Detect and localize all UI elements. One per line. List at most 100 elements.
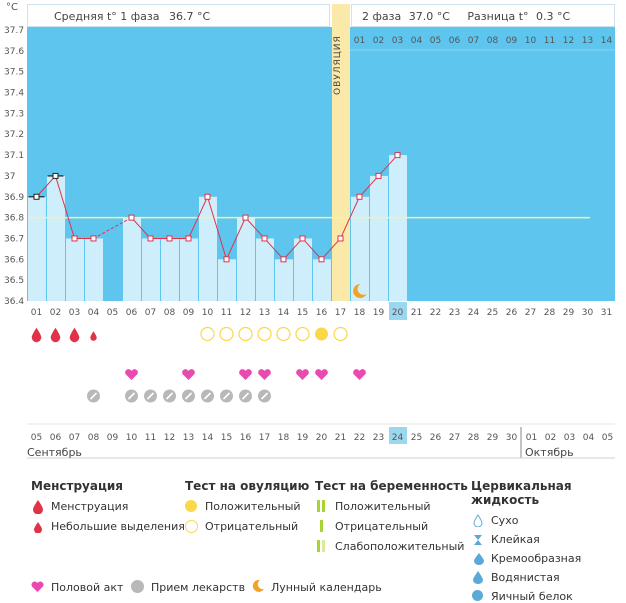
temp-bar: [218, 259, 236, 301]
temp-bar: [351, 196, 369, 301]
temp-bar: [199, 196, 217, 301]
date-label: 24: [392, 433, 404, 443]
unit-label: °C: [6, 2, 18, 13]
legend-light-label: Небольшие выделения: [51, 520, 185, 533]
moon-icon: [252, 579, 264, 592]
temp-point: [356, 193, 363, 200]
y-tick-label: 36.9: [4, 193, 24, 203]
temp-point: [71, 235, 78, 242]
cycle-day-label: 21: [411, 308, 422, 318]
legend-menstruation-label: Менструация: [51, 500, 129, 513]
legend-cerv-dry-item: Сухо: [471, 514, 626, 527]
date-label: 03: [564, 433, 575, 443]
bbt-chart: 37.7 37.6 37.5 37.4 37.3 37.2 37.1 37 36.9 36.8 36…: [4, 4, 615, 459]
temp-bar: [256, 238, 274, 301]
date-label: 21: [335, 433, 346, 443]
month-right: Октябрь: [525, 446, 574, 459]
preg-line-2-icon: [322, 500, 325, 512]
temp-line-segment: [283, 238, 303, 260]
temp-line-segment: [245, 217, 265, 239]
temp-point: [280, 256, 287, 263]
cycle-day-label: 20: [392, 308, 404, 318]
cycle-day-label: 04: [88, 308, 100, 318]
legend-preg-weak-label: Слабоположительный: [335, 540, 465, 553]
menstruation-drop-icon: [50, 327, 61, 343]
legend-cerv-dry-label: Сухо: [491, 514, 519, 527]
date-label: 14: [202, 433, 214, 443]
legend-menstruation-item: Менструация: [31, 500, 185, 514]
legend-preg-neg-label: Отрицательный: [335, 520, 429, 533]
cycle-day-label: 18: [354, 308, 366, 318]
pill-line: [260, 392, 269, 400]
temp-bar: [85, 238, 103, 301]
temp-bar: [180, 238, 198, 301]
phase2-day-label: 01: [354, 36, 365, 46]
cycle-day-label: 26: [506, 308, 518, 318]
phase1-label: Средняя t° 1 фаза: [54, 10, 160, 23]
legend-cerv-watery-label: Водянистая: [491, 571, 560, 584]
temp-bar: [66, 238, 84, 301]
date-label: 19: [297, 433, 309, 443]
phase2-day-label: 09: [506, 36, 518, 46]
temp-point: [204, 193, 211, 200]
legend-preg-title: Тест на беременность: [315, 479, 468, 493]
cycle-day-label: 15: [297, 308, 308, 318]
ovulation-negative-icon: [276, 326, 291, 342]
cycle-day-label: 17: [335, 308, 346, 318]
phase2-day-label: 10: [525, 36, 537, 46]
heart-icon: [258, 369, 271, 380]
y-tick-label: 36.7: [4, 234, 24, 244]
temp-bar: [123, 217, 141, 301]
temp-line-segment: [55, 175, 75, 239]
preg-line-icon: [320, 520, 323, 532]
date-label: 11: [145, 433, 156, 443]
phase2-day-label: 12: [563, 36, 574, 46]
drop-icon: [33, 500, 43, 514]
cycle-day-label: 25: [487, 308, 498, 318]
temp-point: [261, 235, 268, 242]
temp-line-segment: [340, 196, 360, 239]
temp-bar: [28, 196, 46, 301]
temp-point: [299, 235, 306, 242]
pill-line: [127, 392, 136, 400]
phase2-day-label: 07: [468, 36, 479, 46]
cycle-day-label: 12: [240, 308, 251, 318]
legend-light-item: Небольшие выделения: [31, 520, 185, 533]
cycle-day-label: 14: [278, 308, 290, 318]
y-tick-label: 37.6: [4, 47, 24, 57]
ovulation-negative-icon: [238, 326, 253, 342]
preg-line-1-icon: [317, 500, 320, 512]
heart-icon: [182, 369, 195, 380]
preg-weak-line-2-icon: [322, 540, 325, 552]
legend-menstruation: Менструация Менструация Небольшие выделе…: [31, 479, 185, 533]
temp-line-segment: [131, 217, 151, 239]
creamy-icon: [474, 553, 484, 565]
legend-cerv-egg-label: Яичный белок: [491, 590, 573, 603]
date-label: 28: [468, 433, 480, 443]
cycle-day-label: 03: [69, 308, 80, 318]
diff-label: Разница t°: [467, 10, 529, 23]
y-tick-label: 37.3: [4, 109, 24, 119]
y-tick-label: 36.8: [4, 214, 24, 224]
cycle-day-label: 05: [107, 308, 118, 318]
date-label: 25: [411, 433, 422, 443]
date-label: 09: [107, 433, 119, 443]
heart-icon: [31, 581, 44, 592]
ovulation-negative-icon: [257, 326, 272, 342]
cycle-day-label: 22: [430, 308, 441, 318]
date-label: 16: [240, 433, 252, 443]
temp-line-segment: [264, 238, 284, 260]
phase2-day-label: 04: [411, 36, 423, 46]
legend-intercourse-label: Половой акт: [51, 581, 124, 594]
phase2-day-label: 03: [392, 36, 403, 46]
legend-preg-pos-item: Положительный: [315, 500, 468, 513]
cycle-day-label: 30: [582, 308, 594, 318]
temp-bar: [237, 217, 255, 301]
date-label: 17: [259, 433, 270, 443]
temp-bar: [313, 259, 331, 301]
legend-preg-pos-label: Положительный: [335, 500, 431, 513]
temp-bar: [161, 238, 179, 301]
cycle-day-label: 16: [316, 308, 328, 318]
temp-point: [185, 235, 192, 242]
legend-moon-label: Лунный календарь: [271, 581, 382, 594]
